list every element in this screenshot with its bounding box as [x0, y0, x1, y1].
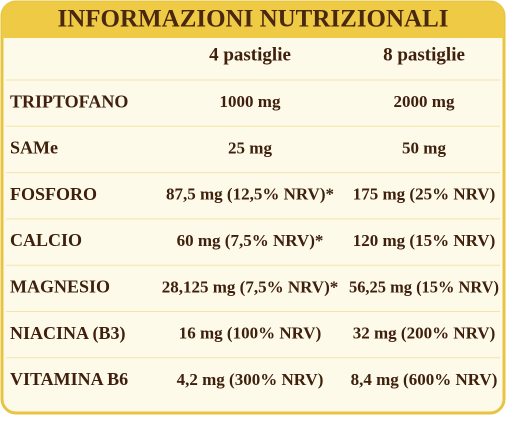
cell-value: 16 mg (100% NRV) — [179, 324, 321, 343]
row-label: MAGNESIO — [10, 276, 110, 296]
cell-value: 25 mg — [228, 138, 272, 157]
row-label: TRIPTOFANO — [10, 91, 128, 111]
title-band — [2, 2, 504, 38]
row-label: VITAMINA B6 — [10, 369, 128, 389]
cell-value: 56,25 mg (15% NRV) — [349, 277, 499, 296]
table-body: 4 pastiglie 8 pastiglie TRIPTOFANO 1000 mg 2… — [6, 44, 500, 389]
column-header: 4 pastiglie — [209, 44, 291, 65]
cell-value: 32 mg (200% NRV) — [353, 324, 495, 343]
cell-value: 50 mg — [402, 138, 446, 157]
row-label: NIACINA (B3) — [10, 323, 126, 344]
cell-value: 2000 mg — [394, 92, 455, 111]
column-header: 8 pastiglie — [383, 44, 465, 65]
row-label: SAMe — [10, 138, 58, 158]
cell-value: 60 mg (7,5% NRV)* — [177, 231, 324, 250]
cell-value: 1000 mg — [220, 92, 281, 111]
row-label: FOSFORO — [10, 184, 97, 204]
row-label: CALCIO — [10, 230, 82, 250]
cell-value: 87,5 mg (12,5% NRV)* — [166, 185, 334, 204]
cell-value: 28,125 mg (7,5% NRV)* — [162, 277, 338, 296]
cell-value: 175 mg (25% NRV) — [353, 185, 495, 204]
cell-value: 4,2 mg (300% NRV) — [177, 370, 324, 389]
cell-value: 8,4 mg (600% NRV) — [351, 370, 498, 389]
table-title: INFORMAZIONI NUTRIZIONALI — [57, 6, 448, 33]
cell-value: 120 mg (15% NRV) — [353, 231, 495, 250]
